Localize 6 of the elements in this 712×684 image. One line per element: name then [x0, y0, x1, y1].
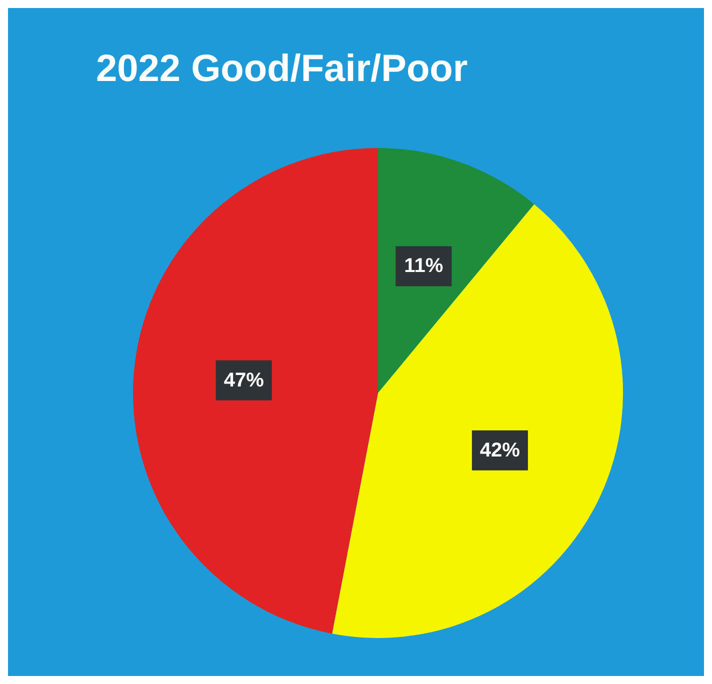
data-label: 11% — [404, 255, 444, 278]
chart-title: 2022 Good/Fair/Poor — [96, 48, 468, 91]
data-label: 47% — [224, 369, 264, 392]
pie-slice — [133, 148, 378, 634]
data-label: 42% — [480, 439, 520, 462]
pie-slice — [332, 204, 623, 638]
